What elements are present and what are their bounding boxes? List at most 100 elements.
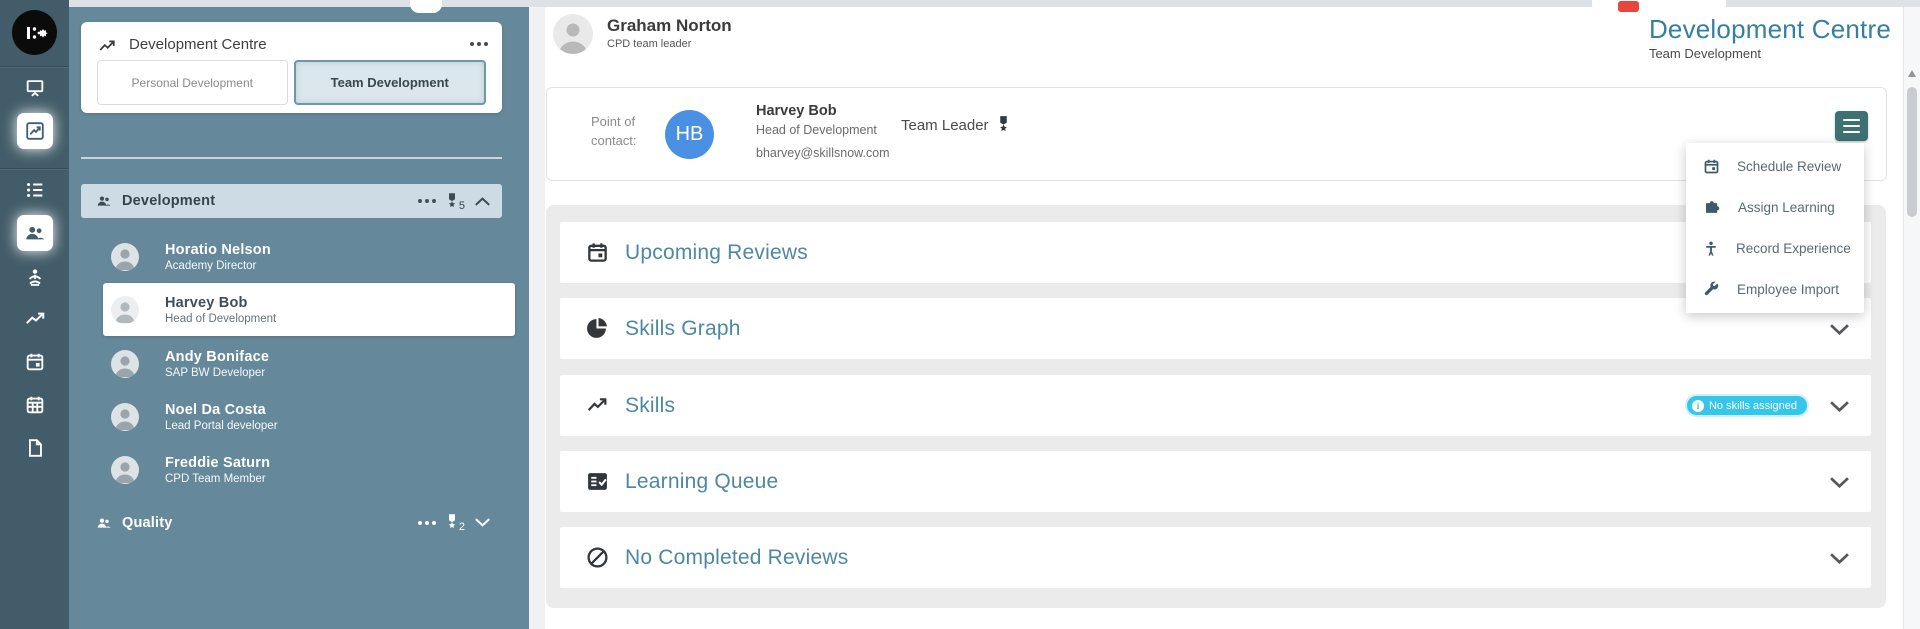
member-row-freddie-saturn[interactable]: Freddie Saturn CPD Team Member — [103, 443, 515, 496]
group-header-quality[interactable]: Quality 2 — [81, 504, 502, 541]
medal-count: 5 — [458, 199, 465, 212]
icon-rail — [0, 0, 69, 629]
no-skills-assigned-badge: i No skills assigned — [1686, 396, 1807, 415]
member-name: Andy Boniface — [165, 348, 270, 365]
medal-count-badge: 2 — [446, 514, 465, 533]
team-sidebar: Development Centre Personal Development … — [69, 7, 529, 629]
browser-chrome-strip — [69, 0, 1920, 7]
scrollbar-up-arrow[interactable] — [1908, 70, 1916, 77]
chevron-down-icon[interactable] — [1830, 477, 1849, 488]
member-row-harvey-bob[interactable]: Harvey Bob Head of Development — [103, 283, 515, 336]
section-title: Learning Queue — [625, 469, 779, 493]
member-row-noel-da-costa[interactable]: Noel Da Costa Lead Portal developer — [103, 390, 515, 443]
section-skills[interactable]: Skills i No skills assigned — [560, 375, 1871, 436]
more-options-icon[interactable] — [470, 42, 488, 46]
medal-count: 2 — [458, 521, 465, 533]
menu-item-schedule-review[interactable]: Schedule Review — [1686, 146, 1864, 187]
meditation-icon[interactable] — [17, 260, 53, 296]
chevron-down-icon[interactable] — [1830, 324, 1849, 335]
section-upcoming-reviews[interactable]: Upcoming Reviews — [560, 222, 1871, 283]
actions-menu-button[interactable] — [1835, 111, 1868, 141]
scrollbar-thumb[interactable] — [1907, 87, 1917, 217]
calendar-icon[interactable] — [17, 344, 53, 380]
main-panel: Graham Norton CPD team leader Developmen… — [545, 7, 1903, 629]
trend-icon — [585, 396, 609, 416]
presentation-icon[interactable] — [17, 70, 53, 106]
task-list-icon[interactable] — [17, 172, 53, 208]
trend-line-icon[interactable] — [17, 302, 53, 338]
tab-team-development[interactable]: Team Development — [293, 60, 486, 105]
member-row-andy-boniface[interactable]: Andy Boniface SAP BW Developer — [103, 337, 515, 390]
chevron-down-icon[interactable] — [1830, 553, 1849, 564]
medal-icon — [999, 116, 1007, 132]
menu-item-record-experience[interactable]: Record Experience — [1686, 228, 1864, 269]
more-options-icon[interactable] — [417, 199, 436, 203]
page-subtitle: Team Development — [1648, 46, 1761, 61]
checklist-icon — [585, 470, 609, 493]
member-name: Harvey Bob — [165, 294, 248, 311]
contact-avatar: HB — [665, 110, 714, 159]
ban-icon — [585, 546, 609, 569]
browser-tab-artifact — [1592, 0, 1726, 13]
trend-line-icon — [99, 40, 115, 51]
info-icon: i — [1691, 399, 1704, 412]
puzzle-icon — [1706, 200, 1720, 213]
more-options-icon[interactable] — [417, 520, 436, 525]
calendar-icon — [585, 241, 609, 264]
chevron-down-icon[interactable] — [475, 518, 490, 527]
contact-email[interactable]: bharvey@skillsnow.com — [756, 146, 890, 160]
team-icon[interactable] — [17, 215, 53, 251]
medal-icon — [448, 514, 456, 529]
page-user-name: Graham Norton — [607, 16, 732, 35]
page-title: Development Centre — [1648, 14, 1891, 44]
contact-name: Harvey Bob — [756, 103, 837, 119]
member-name: Freddie Saturn — [165, 454, 271, 471]
member-name: Noel Da Costa — [165, 401, 266, 418]
document-icon[interactable] — [17, 430, 53, 466]
page-scrollbar[interactable] — [1903, 7, 1920, 629]
section-title: Skills — [625, 393, 676, 417]
badge-label: No skills assigned — [1708, 399, 1797, 412]
avatar — [111, 242, 139, 271]
section-title: Skills Graph — [625, 316, 741, 340]
team-icon — [97, 518, 111, 528]
section-learning-queue[interactable]: Learning Queue — [560, 451, 1871, 512]
chevron-down-icon[interactable] — [1830, 401, 1849, 412]
menu-item-assign-learning[interactable]: Assign Learning — [1686, 187, 1864, 228]
section-no-completed-reviews[interactable]: No Completed Reviews — [560, 527, 1871, 588]
tab-personal-development[interactable]: Personal Development — [97, 60, 288, 105]
avatar — [111, 455, 139, 484]
avatar — [111, 402, 139, 431]
avatar — [111, 295, 139, 324]
group-name: Quality — [122, 514, 173, 531]
calendar-grid-icon[interactable] — [17, 387, 53, 423]
member-role: Head of Development — [165, 312, 277, 325]
sections-panel: Upcoming Reviews Skills Graph Skills i N… — [546, 205, 1886, 608]
browser-tab-favicon — [1618, 1, 1639, 12]
team-leader-label: Team Leader — [901, 116, 989, 134]
member-role: Academy Director — [165, 259, 257, 272]
medal-icon — [448, 192, 456, 207]
section-title: No Completed Reviews — [625, 545, 849, 569]
user-avatar — [553, 14, 593, 54]
pie-chart-icon — [585, 317, 609, 340]
development-centre-icon[interactable] — [17, 113, 53, 149]
group-header-development[interactable]: Development 5 — [81, 184, 502, 218]
app-logo-icon[interactable] — [12, 10, 57, 55]
member-role: Lead Portal developer — [165, 419, 278, 432]
browser-tab-artifact — [410, 0, 442, 13]
chevron-up-icon[interactable] — [475, 196, 490, 206]
page-title-block: Development Centre Team Development — [1649, 14, 1891, 61]
team-leader-badge: Team Leader — [901, 116, 1010, 134]
menu-item-label: Schedule Review — [1737, 159, 1842, 174]
sidebar-card-title: Development Centre — [129, 35, 267, 53]
actions-dropdown-menu: Schedule Review Assign Learning Record E… — [1686, 143, 1864, 313]
rail-divider — [0, 66, 69, 67]
section-skills-graph[interactable]: Skills Graph — [560, 298, 1871, 359]
menu-item-label: Assign Learning — [1738, 200, 1835, 215]
layout-gutter — [529, 7, 545, 629]
member-role: SAP BW Developer — [165, 366, 266, 379]
person-icon — [1706, 241, 1716, 256]
member-row-horatio-nelson[interactable]: Horatio Nelson Academy Director — [103, 230, 515, 283]
menu-item-employee-import[interactable]: Employee Import — [1686, 269, 1864, 310]
